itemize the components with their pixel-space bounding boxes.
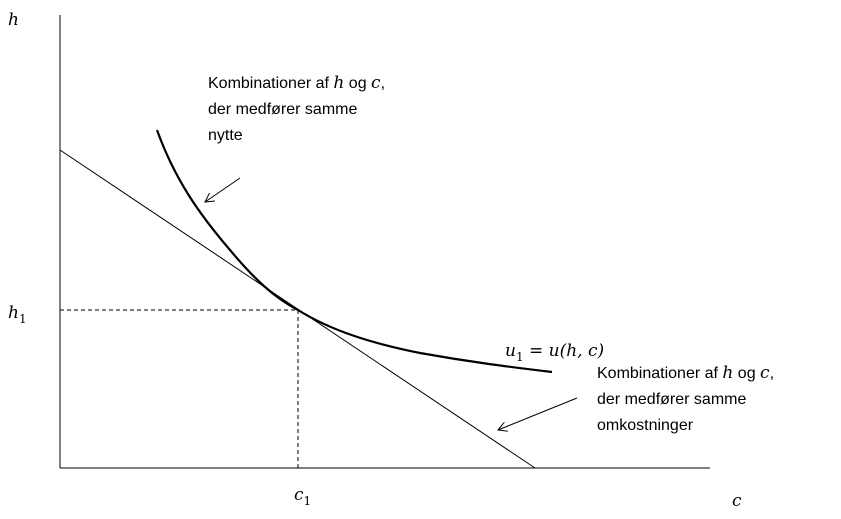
label-rest: = u(h, c) — [524, 341, 605, 361]
text-segment: nytte — [208, 127, 243, 144]
c1-label: c1 — [294, 485, 311, 508]
label-sub: 1 — [19, 312, 27, 326]
text-segment: der medfører samme — [597, 391, 746, 408]
text-segment: , — [770, 365, 774, 382]
text-segment: Kombinationer af — [597, 365, 722, 382]
h1-label: h1 — [8, 303, 27, 326]
text-segment: og — [733, 365, 760, 382]
x-axis-label: c — [732, 491, 742, 511]
text-segment: og — [344, 75, 371, 92]
annotation-line: Kombinationer af h og c, — [597, 363, 774, 383]
math-symbol: h — [722, 363, 733, 383]
math-symbol: c — [760, 363, 770, 383]
math-symbol: c — [371, 73, 381, 93]
annotation-line: der medfører samme — [597, 391, 746, 408]
annotation-line: omkostninger — [597, 417, 694, 434]
text-segment: omkostninger — [597, 417, 694, 434]
label-base: h — [8, 303, 19, 323]
label-base: c — [294, 485, 304, 505]
curve-label: u1 = u(h, c) — [505, 341, 604, 364]
text-segment: der medfører samme — [208, 101, 357, 118]
y-axis-label: h — [8, 10, 19, 30]
annotation-line: nytte — [208, 127, 243, 144]
label-sub: 1 — [304, 494, 312, 508]
label-base: u — [505, 341, 516, 361]
arrow — [205, 177, 241, 202]
label-sub: 1 — [516, 350, 524, 364]
text-segment: Kombinationer af — [208, 75, 333, 92]
indifference-curve — [155, 129, 553, 374]
annotation-line: der medfører samme — [208, 101, 357, 118]
arrow — [498, 397, 578, 430]
math-symbol: h — [333, 73, 344, 93]
annotations: Kombinationer af h og c, der medfører sam… — [208, 73, 774, 434]
annotation-line: Kombinationer af h og c, — [208, 73, 385, 93]
text-segment: , — [381, 75, 385, 92]
